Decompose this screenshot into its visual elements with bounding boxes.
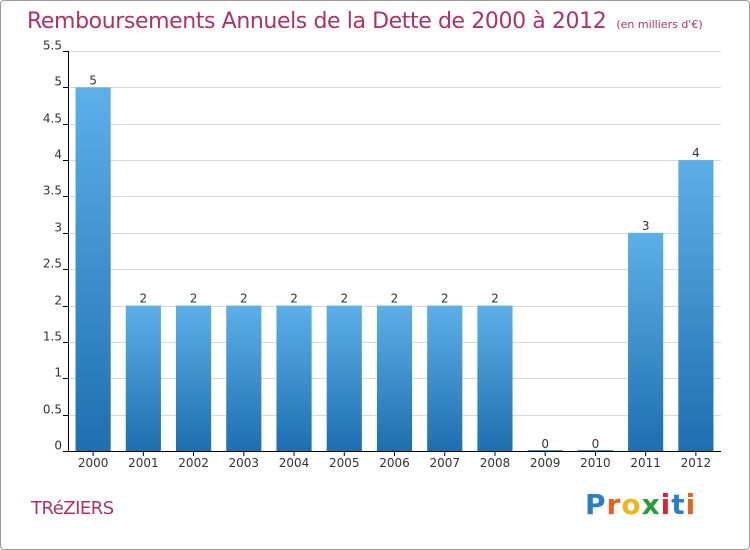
- y-tick-label: 2.5: [43, 257, 62, 271]
- x-tick-label: 2012: [681, 456, 712, 470]
- x-tick-label: 2010: [580, 456, 611, 470]
- data-label: 2: [391, 292, 399, 306]
- bar: [678, 160, 714, 451]
- data-label: 0: [541, 437, 549, 451]
- y-tick-label: 2: [54, 294, 62, 308]
- logo-letter: t: [671, 488, 686, 521]
- data-label: 2: [290, 292, 298, 306]
- bar: [376, 305, 413, 451]
- data-labels: 5 2 2 2 2 2 2 2 2 0 0 3 4: [89, 73, 699, 451]
- chart-subtitle: (en milliers d'€): [616, 18, 703, 31]
- data-label: 2: [190, 292, 198, 306]
- x-tick-label: 2009: [530, 456, 561, 470]
- chart-title-block: Remboursements Annuels de la Dette de 20…: [27, 9, 703, 34]
- bar: [527, 450, 563, 451]
- y-tick-label: 4: [54, 148, 62, 162]
- x-tick-label: 2005: [329, 456, 360, 470]
- bar: [477, 305, 513, 451]
- bar: [628, 232, 664, 451]
- x-tick-label: 2004: [279, 456, 310, 470]
- y-tick-label: 0.5: [43, 403, 62, 417]
- data-label: 5: [89, 73, 97, 87]
- proxiti-logo: Proxiti: [585, 488, 696, 521]
- data-label: 3: [642, 219, 650, 233]
- data-label: 2: [240, 292, 248, 306]
- data-label: 4: [692, 146, 700, 160]
- y-tick-label: 1: [54, 366, 62, 380]
- bar: [75, 87, 111, 451]
- chart-title: Remboursements Annuels de la Dette de 20…: [27, 9, 607, 34]
- logo-letter: i: [660, 488, 672, 521]
- y-tick-label: 5: [54, 75, 62, 89]
- x-tick-label: 2003: [229, 456, 260, 470]
- y-tick-label: 0: [54, 439, 62, 453]
- x-tick-label: 2000: [78, 456, 109, 470]
- data-label: 0: [592, 437, 600, 451]
- data-label: 2: [340, 292, 348, 306]
- logo-letter: x: [641, 488, 661, 521]
- y-tick-label: 3: [54, 221, 62, 235]
- place-name: TRéZIERS: [31, 498, 114, 519]
- x-tick-label: 2002: [178, 456, 209, 470]
- bar: [276, 305, 312, 451]
- bar: [175, 305, 212, 451]
- y-tick-label: 1.5: [43, 330, 62, 344]
- logo-letter: i: [685, 488, 697, 521]
- bar: [326, 305, 362, 451]
- bar: [226, 305, 262, 451]
- logo-letter: P: [585, 488, 607, 521]
- y-tick-label: 4.5: [43, 112, 62, 126]
- logo-letter: o: [621, 488, 642, 521]
- data-label: 2: [441, 292, 449, 306]
- x-tick-label: 2006: [379, 456, 410, 470]
- data-label: 2: [140, 292, 148, 306]
- logo-letter: r: [606, 488, 622, 521]
- y-tick-label: 5.5: [43, 39, 62, 53]
- bar: [577, 450, 614, 451]
- bars: [75, 87, 714, 451]
- bar: [427, 305, 463, 451]
- x-tick-label: 2001: [128, 456, 159, 470]
- x-tick-label: 2011: [630, 456, 661, 470]
- y-tick-label: 3.5: [43, 184, 62, 198]
- x-tick-label: 2008: [480, 456, 511, 470]
- bar: [125, 305, 161, 451]
- x-tick-label: 2007: [429, 456, 460, 470]
- data-label: 2: [491, 292, 499, 306]
